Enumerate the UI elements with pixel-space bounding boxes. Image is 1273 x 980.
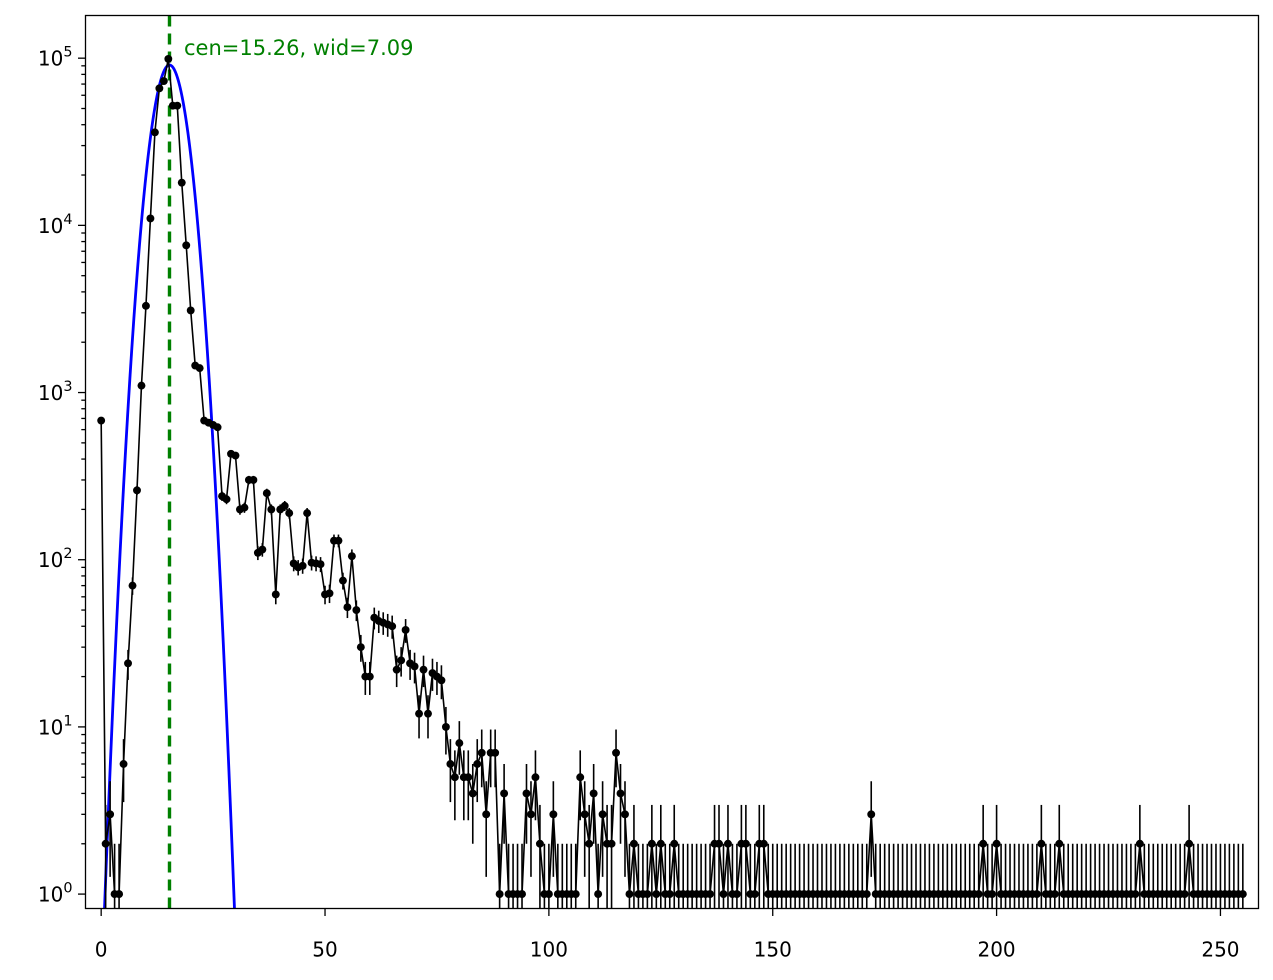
y-tick-labels: 100 101 102 103 104 105 bbox=[38, 45, 73, 907]
svg-text:103: 103 bbox=[38, 379, 73, 405]
svg-text:102: 102 bbox=[38, 546, 73, 572]
svg-text:101: 101 bbox=[38, 713, 73, 739]
svg-text:104: 104 bbox=[38, 212, 73, 238]
plot-background bbox=[85, 15, 1259, 909]
axes-spines bbox=[84, 14, 1260, 910]
svg-text:0: 0 bbox=[95, 938, 108, 962]
x-tick-labels: 0 50 100 150 200 250 bbox=[95, 938, 1240, 962]
svg-text:150: 150 bbox=[754, 938, 792, 962]
svg-text:50: 50 bbox=[312, 938, 337, 962]
svg-text:105: 105 bbox=[38, 45, 73, 71]
svg-text:250: 250 bbox=[1201, 938, 1239, 962]
chart-annotations: cen=15.26, wid=7.09 bbox=[184, 36, 414, 60]
svg-text:cen=15.26, wid=7.09: cen=15.26, wid=7.09 bbox=[184, 36, 414, 60]
axis-ticks bbox=[78, 57, 1222, 916]
svg-text:100: 100 bbox=[38, 881, 73, 907]
data-markers bbox=[97, 54, 1247, 899]
svg-text:100: 100 bbox=[530, 938, 568, 962]
svg-text:200: 200 bbox=[977, 938, 1015, 962]
